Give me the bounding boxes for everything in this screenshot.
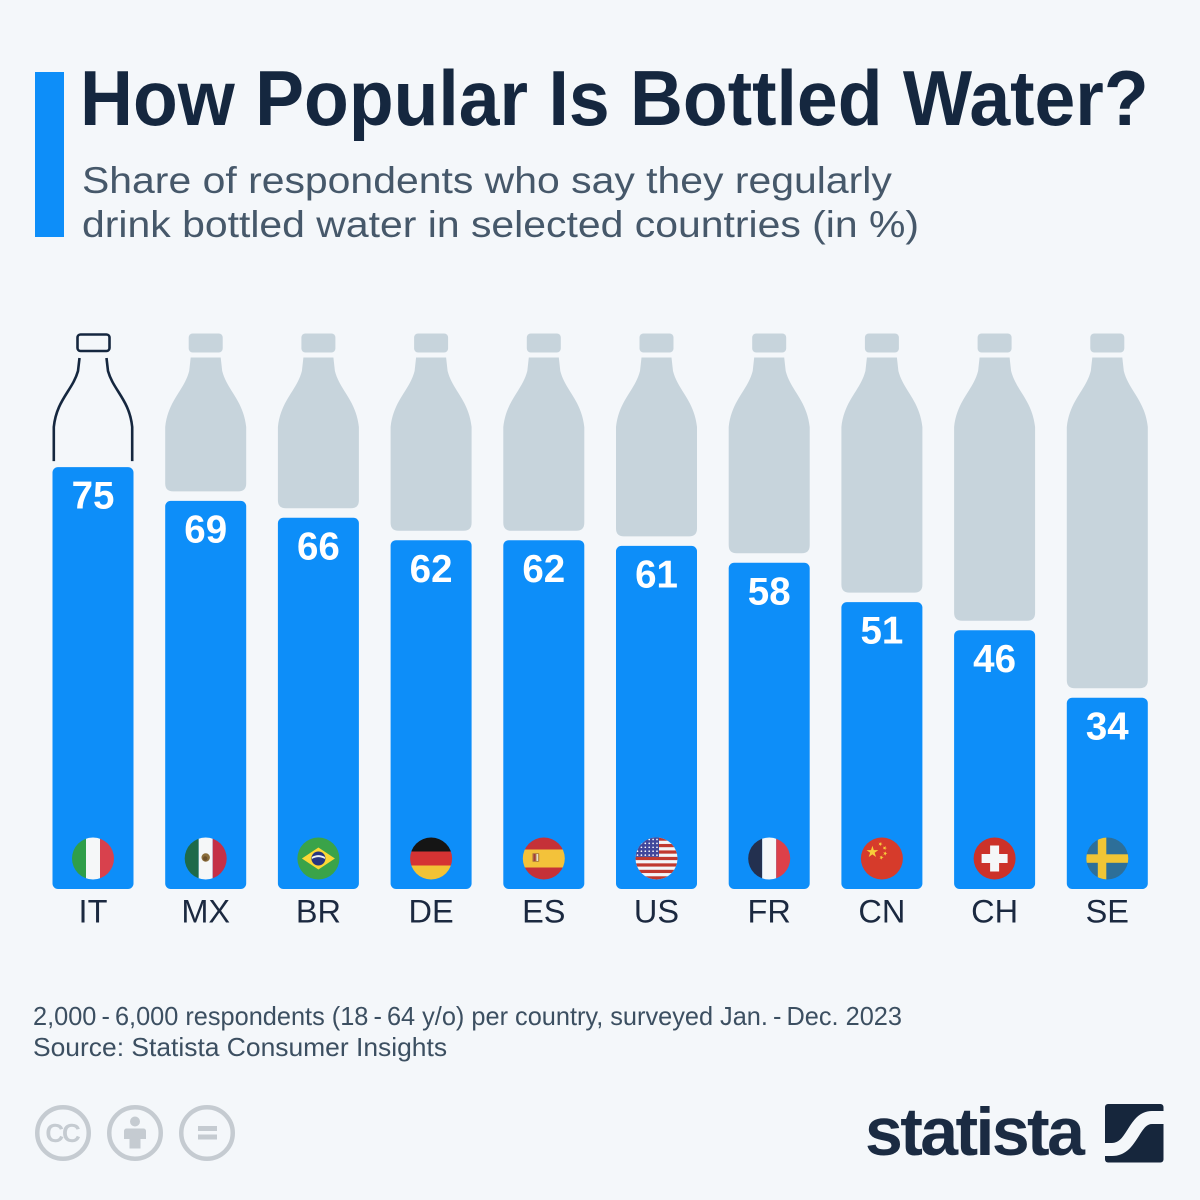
svg-text:MX: MX	[181, 894, 230, 930]
svg-text:CC: CC	[45, 1118, 81, 1148]
svg-text:62: 62	[410, 548, 453, 591]
svg-text:BR: BR	[296, 894, 341, 930]
svg-text:75: 75	[72, 475, 115, 518]
svg-text:IT: IT	[79, 894, 108, 930]
svg-text:statista: statista	[865, 1094, 1086, 1170]
svg-text:FR: FR	[748, 894, 791, 930]
svg-text:51: 51	[860, 610, 903, 653]
svg-text:34: 34	[1086, 705, 1129, 748]
svg-text:46: 46	[973, 638, 1016, 681]
svg-text:ES: ES	[522, 894, 565, 930]
svg-text:CN: CN	[858, 894, 905, 930]
svg-text:62: 62	[522, 548, 565, 591]
svg-text:58: 58	[748, 570, 791, 613]
svg-text:69: 69	[184, 509, 227, 552]
svg-text:61: 61	[635, 554, 678, 597]
svg-text:SE: SE	[1086, 894, 1129, 930]
svg-text:US: US	[634, 894, 679, 930]
svg-text:CH: CH	[971, 894, 1018, 930]
svg-text:66: 66	[297, 525, 340, 568]
svg-text:DE: DE	[409, 894, 454, 930]
